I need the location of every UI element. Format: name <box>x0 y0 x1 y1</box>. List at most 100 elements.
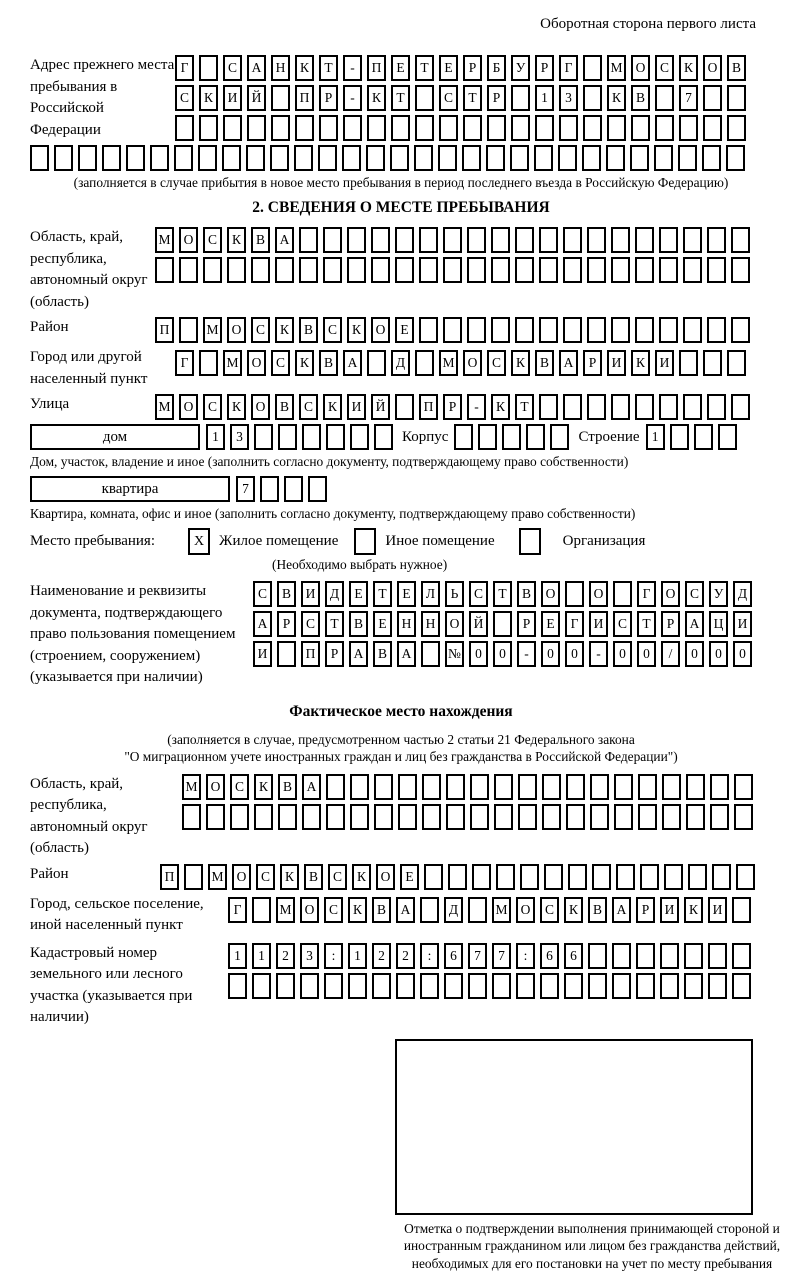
char-cell[interactable]: Б <box>487 55 506 81</box>
char-cell[interactable] <box>415 115 434 141</box>
char-cell[interactable]: С <box>469 581 488 607</box>
char-cell[interactable] <box>526 424 545 450</box>
char-cell[interactable]: А <box>685 611 704 637</box>
char-cell[interactable] <box>487 115 506 141</box>
char-cell[interactable] <box>276 973 295 999</box>
char-cell[interactable] <box>659 394 678 420</box>
char-cell[interactable] <box>419 317 438 343</box>
char-cell[interactable]: О <box>371 317 390 343</box>
char-cell[interactable]: Д <box>444 897 463 923</box>
char-cell[interactable] <box>251 257 270 283</box>
char-cell[interactable] <box>438 145 457 171</box>
char-cell[interactable]: Е <box>395 317 414 343</box>
char-cell[interactable]: Г <box>175 55 194 81</box>
char-cell[interactable] <box>583 55 602 81</box>
char-cell[interactable] <box>184 864 203 890</box>
char-cell[interactable]: С <box>487 350 506 376</box>
char-cell[interactable]: О <box>251 394 270 420</box>
char-cell[interactable]: В <box>275 394 294 420</box>
char-cell[interactable] <box>342 145 361 171</box>
char-cell[interactable] <box>486 145 505 171</box>
char-cell[interactable] <box>420 973 439 999</box>
char-cell[interactable] <box>468 973 487 999</box>
char-cell[interactable]: О <box>300 897 319 923</box>
char-cell[interactable] <box>683 317 702 343</box>
char-cell[interactable]: В <box>517 581 536 607</box>
char-cell[interactable] <box>683 257 702 283</box>
char-cell[interactable] <box>688 864 707 890</box>
char-cell[interactable]: И <box>223 85 242 111</box>
char-cell[interactable] <box>414 145 433 171</box>
char-cell[interactable]: Т <box>515 394 534 420</box>
char-cell[interactable]: Т <box>325 611 344 637</box>
char-cell[interactable] <box>679 350 698 376</box>
char-cell[interactable] <box>78 145 97 171</box>
char-cell[interactable]: М <box>203 317 222 343</box>
char-cell[interactable] <box>470 804 489 830</box>
char-cell[interactable]: С <box>203 227 222 253</box>
char-cell[interactable] <box>448 864 467 890</box>
char-cell[interactable] <box>659 317 678 343</box>
char-cell[interactable]: С <box>251 317 270 343</box>
char-cell[interactable] <box>446 804 465 830</box>
char-cell[interactable]: Г <box>228 897 247 923</box>
char-cell[interactable] <box>660 973 679 999</box>
char-cell[interactable] <box>390 145 409 171</box>
char-cell[interactable]: К <box>227 394 246 420</box>
char-cell[interactable] <box>563 227 582 253</box>
char-cell[interactable]: М <box>276 897 295 923</box>
char-cell[interactable] <box>694 424 713 450</box>
char-cell[interactable] <box>515 257 534 283</box>
char-cell[interactable] <box>150 145 169 171</box>
char-cell[interactable] <box>587 227 606 253</box>
char-cell[interactable] <box>252 973 271 999</box>
char-cell[interactable]: В <box>277 581 296 607</box>
char-cell[interactable] <box>395 257 414 283</box>
char-cell[interactable] <box>396 973 415 999</box>
char-cell[interactable] <box>563 394 582 420</box>
char-cell[interactable] <box>542 804 561 830</box>
char-cell[interactable]: С <box>253 581 272 607</box>
char-cell[interactable] <box>539 257 558 283</box>
char-cell[interactable]: А <box>559 350 578 376</box>
char-cell[interactable] <box>590 774 609 800</box>
char-cell[interactable] <box>470 774 489 800</box>
char-cell[interactable]: К <box>679 55 698 81</box>
char-cell[interactable] <box>374 804 393 830</box>
char-cell[interactable]: 6 <box>444 943 463 969</box>
char-cell[interactable] <box>539 227 558 253</box>
char-cell[interactable] <box>515 317 534 343</box>
char-cell[interactable] <box>511 85 530 111</box>
char-cell[interactable]: 6 <box>540 943 559 969</box>
char-cell[interactable] <box>612 943 631 969</box>
char-cell[interactable] <box>587 257 606 283</box>
char-cell[interactable] <box>491 317 510 343</box>
char-cell[interactable]: Р <box>319 85 338 111</box>
char-cell[interactable] <box>271 115 290 141</box>
char-cell[interactable] <box>638 804 657 830</box>
char-cell[interactable]: Р <box>583 350 602 376</box>
char-cell[interactable] <box>374 774 393 800</box>
char-cell[interactable]: К <box>295 350 314 376</box>
char-cell[interactable]: А <box>275 227 294 253</box>
char-cell[interactable]: М <box>439 350 458 376</box>
char-cell[interactable] <box>467 317 486 343</box>
char-cell[interactable] <box>563 317 582 343</box>
char-cell[interactable] <box>198 145 217 171</box>
char-cell[interactable] <box>679 115 698 141</box>
char-cell[interactable]: П <box>160 864 179 890</box>
char-cell[interactable] <box>493 611 512 637</box>
char-cell[interactable] <box>635 257 654 283</box>
char-cell[interactable]: О <box>516 897 535 923</box>
char-cell[interactable]: И <box>655 350 674 376</box>
char-cell[interactable]: 3 <box>230 424 249 450</box>
char-cell[interactable]: В <box>535 350 554 376</box>
char-cell[interactable]: 0 <box>613 641 632 667</box>
char-cell[interactable]: 7 <box>468 943 487 969</box>
char-cell[interactable] <box>463 115 482 141</box>
char-cell[interactable] <box>518 774 537 800</box>
char-cell[interactable]: 0 <box>541 641 560 667</box>
char-cell[interactable]: Н <box>421 611 440 637</box>
char-cell[interactable]: Ц <box>709 611 728 637</box>
char-cell[interactable]: А <box>612 897 631 923</box>
